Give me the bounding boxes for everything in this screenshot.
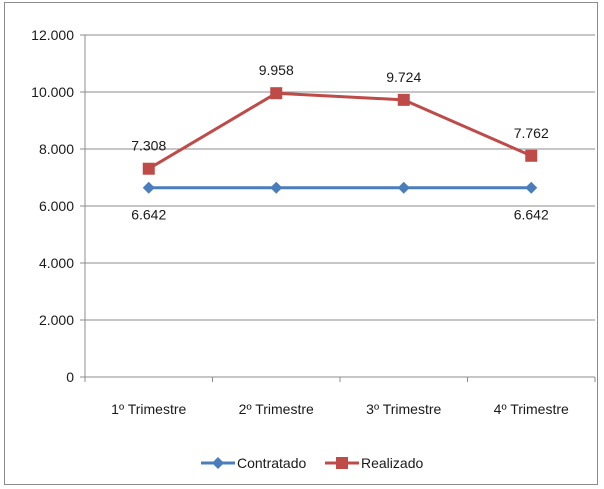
legend-marker: [212, 457, 224, 469]
data-label: 6.642: [514, 207, 549, 223]
y-tick-label: 0: [66, 369, 74, 385]
data-point-marker: [525, 181, 538, 194]
y-tick-label: 10.000: [31, 84, 74, 100]
legend-item-realizado: Realizado: [325, 455, 423, 471]
data-point-marker: [525, 149, 538, 162]
data-point-marker: [270, 87, 283, 100]
legend: Contratado Realizado: [201, 455, 423, 471]
chart-frame: [4, 2, 598, 485]
data-point-marker: [142, 181, 155, 194]
y-tick-label: 2.000: [39, 312, 74, 328]
x-tick-label: 3º Trimestre: [366, 401, 441, 417]
legend-label: Contratado: [237, 455, 306, 471]
legend-marker: [336, 457, 348, 469]
y-tick-label: 4.000: [39, 255, 74, 271]
legend-item-contratado: Contratado: [201, 455, 306, 471]
y-tick-label: 8.000: [39, 141, 74, 157]
x-tick-label: 2º Trimestre: [239, 401, 314, 417]
data-label: 7.308: [131, 138, 166, 154]
y-tick-label: 6.000: [39, 198, 74, 214]
axes: 0 2.000 4.000 6.000 8.000 10.000 12.000 1º Trim…: [31, 27, 596, 417]
data-labels: 6.642 6.642 7.308 9.958 9.724 7.762: [131, 62, 549, 223]
data-point-marker: [270, 181, 283, 194]
data-label: 6.642: [131, 207, 166, 223]
data-label: 9.958: [259, 62, 294, 78]
x-tick-label: 4º Trimestre: [494, 401, 569, 417]
series-lines: [142, 87, 538, 194]
data-label: 9.724: [386, 69, 421, 85]
series-line-realizado: [147, 91, 532, 171]
legend-label: Realizado: [361, 455, 423, 471]
x-tick-label: 1º Trimestre: [111, 401, 186, 417]
data-point-marker: [142, 162, 155, 175]
data-label: 7.762: [514, 125, 549, 141]
data-point-marker: [397, 93, 410, 106]
y-tick-label: 12.000: [31, 27, 74, 43]
data-point-marker: [397, 181, 410, 194]
